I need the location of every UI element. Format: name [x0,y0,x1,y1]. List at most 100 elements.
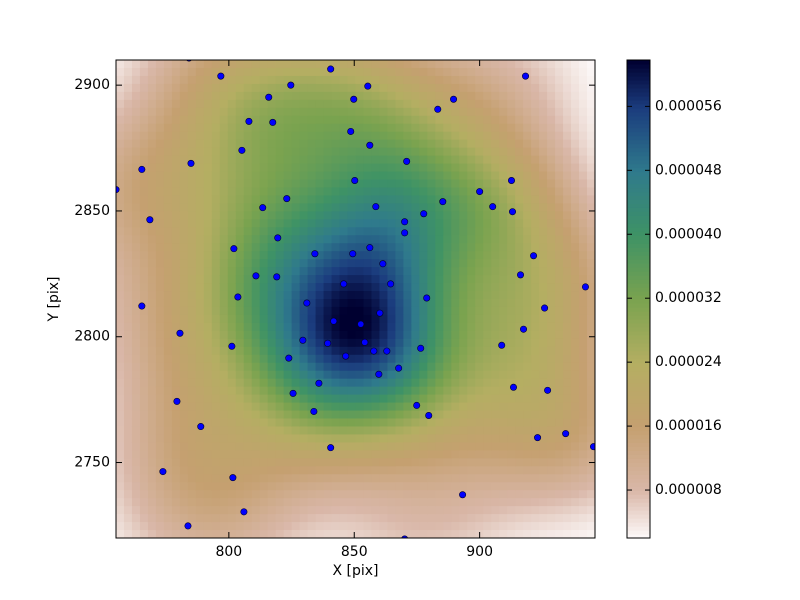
heatmap-cell [339,227,349,236]
heatmap-cell [211,354,221,364]
heatmap-cell [195,362,205,372]
heatmap-cell [459,251,468,260]
heatmap-cell [387,474,397,483]
heatmap-cell [395,163,404,173]
heatmap-cell [251,466,261,475]
heatmap-cell [291,115,301,125]
heatmap-cell [243,267,253,276]
heatmap-cell [259,235,269,244]
heatmap-cell [451,219,460,228]
heatmap-cell [116,498,125,507]
heatmap-cell [539,458,548,467]
heatmap-cell [459,259,468,268]
heatmap-cell [267,474,277,483]
heatmap-cell [251,362,261,372]
heatmap-cell [163,75,173,85]
plot-frame [115,59,596,539]
colorbar-cell [627,83,650,89]
heatmap-cell [355,203,365,212]
heatmap-cell [363,99,373,109]
heatmap-cell [211,227,221,236]
heatmap-cell [387,378,397,388]
heatmap-cell [267,522,277,531]
heatmap-cell [219,115,229,125]
heatmap-cell [587,275,595,284]
heatmap-cell [195,291,205,300]
heatmap-cell [299,115,309,125]
heatmap-cell [515,99,524,109]
scatter-point [357,320,365,328]
heatmap-cell [523,498,532,507]
heatmap-cell [587,490,595,499]
heatmap-cell [131,394,141,404]
heatmap-cell [427,83,436,93]
heatmap-cell [331,227,341,236]
heatmap-cell [523,203,532,212]
heatmap-cell [227,386,237,396]
scatter-point [450,95,458,103]
heatmap-cell [259,354,269,364]
heatmap-cell [155,99,165,109]
heatmap-cell [243,338,253,348]
heatmap-cell [371,378,381,388]
heatmap-cell [315,115,325,125]
heatmap-cell [116,123,125,133]
heatmap-cell [355,227,365,236]
heatmap-cell [331,466,341,475]
heatmap-cell [331,155,341,165]
heatmap-cell [451,346,460,356]
heatmap-cell [116,354,125,364]
heatmap-cell [451,418,460,428]
heatmap-cell [251,251,261,260]
heatmap-cell [475,498,484,507]
heatmap-cell [539,115,548,125]
heatmap-cell [467,330,476,340]
heatmap-cell [171,402,181,412]
heatmap-cell [291,171,301,181]
heatmap-cell [307,131,317,141]
heatmap-cell [331,131,341,141]
heatmap-cell [523,450,532,459]
heatmap-cell [555,291,564,300]
heatmap-cell [347,522,357,531]
heatmap-cell [251,378,261,388]
heatmap-cell [187,506,197,515]
heatmap-cell [563,442,572,451]
heatmap-cell [571,522,580,531]
heatmap-cell [451,370,460,380]
heatmap-cell [211,330,221,340]
heatmap-cell [155,291,165,300]
heatmap-cell [467,203,476,212]
scatter-point [238,146,246,154]
heatmap-cell [163,259,173,268]
heatmap-cell [139,60,149,69]
heatmap-cell [547,187,556,197]
heatmap-cell [323,179,333,189]
heatmap-cell [259,458,269,467]
heatmap-cell [227,251,237,260]
heatmap-cell [195,267,205,276]
heatmap-cell [491,402,500,412]
heatmap-cell [139,259,149,268]
heatmap-cell [179,522,189,531]
heatmap-cell [235,123,245,133]
heatmap-cell [427,474,436,483]
heatmap-cell [123,67,133,77]
heatmap-cell [227,410,237,420]
heatmap-cell [219,474,229,483]
heatmap-cell [251,243,261,252]
heatmap-cell [475,283,484,292]
heatmap-cell [131,474,141,483]
heatmap-cell [291,275,301,284]
heatmap-cell [563,123,572,133]
heatmap-cell [459,235,468,244]
heatmap-cell [547,338,556,348]
heatmap-cell [131,426,141,436]
colorbar-cell [627,279,650,284]
heatmap-cell [475,466,484,475]
heatmap-cell [427,330,436,340]
heatmap-cell [323,378,333,388]
heatmap-cell [507,107,516,117]
heatmap-cell [363,482,373,491]
heatmap-cell [379,418,389,428]
